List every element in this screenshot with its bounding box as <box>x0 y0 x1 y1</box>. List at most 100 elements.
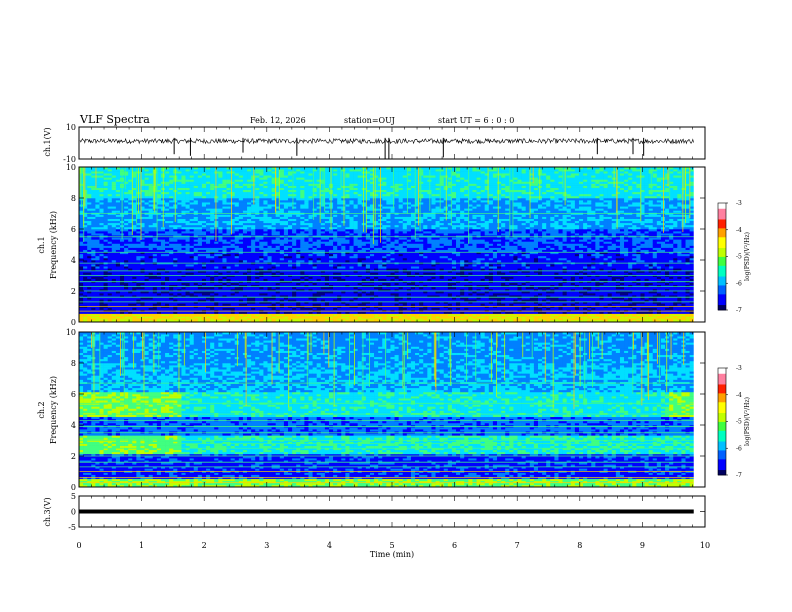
ch1-spectrogram-cell <box>312 247 317 250</box>
ch1-spectrogram-cell <box>197 286 203 290</box>
ch1-spectrogram-cell <box>210 231 215 234</box>
ch1-spectrogram-cell <box>152 319 158 323</box>
ch1-spectrogram-cell <box>259 177 264 180</box>
ch1-spectrogram-cell <box>283 216 289 219</box>
ch1-spectrogram-cell <box>218 291 223 294</box>
ch1-spectrogram-cell <box>222 243 227 246</box>
ch1-spectrogram-cell <box>201 270 207 273</box>
ch1-spectrogram-cell <box>341 264 346 267</box>
ch1-spectrogram-cell <box>247 301 252 304</box>
ch1-spectrogram-cell <box>95 220 100 224</box>
ch1-spectrogram-cell <box>324 202 330 205</box>
ch1-spectrogram-cell <box>251 185 256 188</box>
ch1-spectrogram-cell <box>288 191 293 195</box>
ch1-spectrogram-cell <box>288 291 293 294</box>
ch1-spectrogram-cell <box>308 187 313 191</box>
ch1-spectrogram-cell <box>238 293 244 296</box>
ch1-spectrogram-cell <box>185 264 190 267</box>
ch1-spectrogram-cell <box>230 295 236 298</box>
ch1-spectrogram-cell <box>279 239 285 242</box>
ch1-spectrogram-cell <box>312 288 317 292</box>
ch1-spectrogram-cell <box>210 293 215 296</box>
ch1-spectrogram-cell <box>124 270 129 273</box>
ch1-spectrogram-cell <box>251 222 256 226</box>
ch1-spectrogram-cell <box>87 169 92 172</box>
ch1-spectrogram-cell <box>320 255 326 259</box>
ch1-spectrogram-cell <box>185 210 190 213</box>
ch1-spectrogram-cell <box>95 177 100 180</box>
ch1-spectrogram-cell <box>115 208 121 211</box>
ch1-spectrogram-cell <box>201 291 207 294</box>
ch1-spectrogram-cell <box>111 224 117 228</box>
ch1-spectrogram-cell <box>111 169 117 172</box>
ch1-spectrogram-cell <box>156 231 162 234</box>
ch1-spectrogram-cell <box>148 311 154 315</box>
ch1-spectrogram-cell <box>173 319 178 323</box>
ch1-spectrogram-cell <box>333 253 338 257</box>
ch1-spectrogram-cell <box>124 171 129 174</box>
ch1-spectrogram-cell <box>169 249 174 253</box>
ch1-spectrogram-cell <box>206 193 211 197</box>
ch1-spectrogram-cell <box>165 193 170 197</box>
ch1-spectrogram-cell <box>242 260 248 263</box>
ch1-spectrogram-cell <box>296 237 301 240</box>
ch1-spectrogram-cell <box>279 202 285 205</box>
ch1-spectrogram-cell <box>111 202 117 205</box>
ch1-spectrogram-cell <box>300 286 305 290</box>
ch1-spectrogram-cell <box>177 303 182 306</box>
ch1-spectrogram-cell <box>201 206 207 209</box>
ch1-spectrogram-cell <box>230 241 236 244</box>
ch1-spectrogram-cell <box>165 226 170 230</box>
ch1-spectrogram-cell <box>173 311 178 315</box>
ch1-spectrogram-cell <box>165 167 170 170</box>
ch1-spectrogram-cell <box>124 253 129 257</box>
ch1-spectrogram-cell <box>173 266 178 269</box>
ch1-spectrogram-cell <box>275 268 281 271</box>
ch1-spectrogram-cell <box>304 315 309 319</box>
ch1-spectrogram-cell <box>95 185 100 188</box>
ch1-spectrogram-cell <box>263 311 268 315</box>
ch1-spectrogram-cell <box>337 255 342 259</box>
ch1-spectrogram-cell <box>214 218 219 222</box>
ch1-spectrogram-cell <box>308 295 313 298</box>
ch1-spectrogram-cell <box>107 222 113 226</box>
ch1-spectrogram-cell <box>148 272 154 275</box>
ch1-spectrogram-cell <box>193 243 199 246</box>
ch1-spectrogram-cell <box>234 311 240 315</box>
ch1-spectrogram-cell <box>337 239 342 242</box>
ch1-spectrogram-cell <box>165 231 170 234</box>
ch1-spectrogram-cell <box>230 216 236 219</box>
ch1-spectrogram-cell <box>95 210 100 213</box>
ch1-spectrogram-cell <box>124 319 129 323</box>
ch1-spectrogram-cell <box>152 299 158 302</box>
ch1-spectrogram-cell <box>283 218 289 222</box>
ch1-spectrogram-cell <box>136 297 141 300</box>
ch1-spectrogram-cell <box>230 171 236 174</box>
ch1-spectrogram-cell <box>79 177 84 180</box>
ch1-spectrogram-cell <box>271 247 277 250</box>
ch1-spectrogram-cell <box>226 233 231 236</box>
ch1-spectrogram-cell <box>132 249 137 253</box>
ch1-spectrogram-cell <box>173 299 178 302</box>
ch1-spectrogram-cell <box>333 169 338 172</box>
ch1-spectrogram-cell <box>87 206 92 209</box>
ch1-spectrogram-cell <box>124 191 129 195</box>
ch1-spectrogram-cell <box>156 183 162 186</box>
ch1-spectrogram-cell <box>124 266 129 269</box>
ch1-spectrogram-cell <box>189 185 195 188</box>
ch1-spectrogram-cell <box>320 251 326 255</box>
ch1-spectrogram-cell <box>259 278 264 281</box>
ch1-spectrogram-cell <box>132 183 137 186</box>
ch1-spectrogram-cell <box>128 319 133 323</box>
ch1-spectrogram-cell <box>247 266 252 269</box>
ch1-spectrogram-cell <box>115 181 121 184</box>
ch1-spectrogram-cell <box>222 208 227 211</box>
ch1-spectrogram-cell <box>79 208 84 211</box>
ch1-spectrogram-cell <box>337 266 342 269</box>
ch1-spectrogram-cell <box>263 295 268 298</box>
ch1-spectrogram-cell <box>79 299 84 302</box>
ch1-spectrogram-cell <box>173 249 178 253</box>
ch1-spectrogram-cell <box>275 282 281 286</box>
ch1-spectrogram-cell <box>132 231 137 234</box>
ch1-spectrogram-cell <box>169 243 174 246</box>
